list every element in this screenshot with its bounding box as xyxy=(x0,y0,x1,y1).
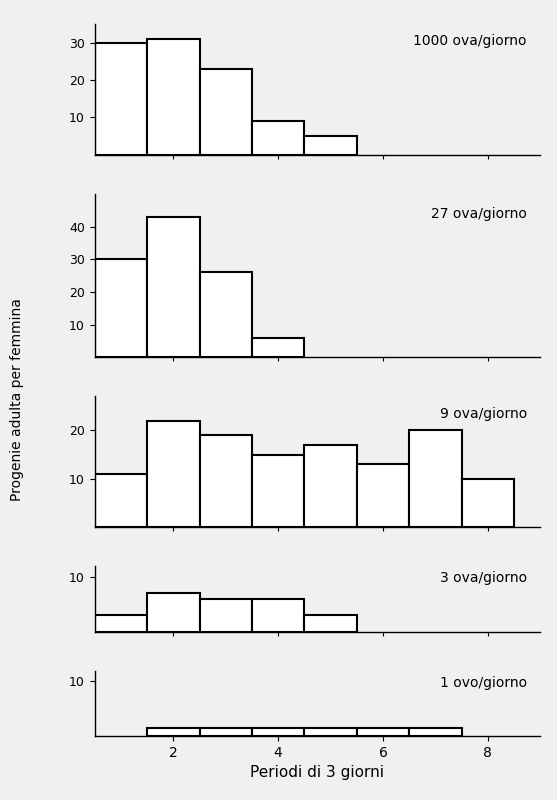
Bar xyxy=(357,728,409,736)
Bar xyxy=(304,615,357,632)
Text: Progenie adulta per femmina: Progenie adulta per femmina xyxy=(9,298,24,502)
Bar xyxy=(147,421,199,527)
Bar xyxy=(252,122,304,155)
Bar xyxy=(199,599,252,632)
Bar xyxy=(357,464,409,527)
Bar xyxy=(199,272,252,358)
Bar xyxy=(252,338,304,358)
Text: 1 ovo/giorno: 1 ovo/giorno xyxy=(440,676,527,690)
Text: 1000 ova/giorno: 1000 ova/giorno xyxy=(413,34,527,49)
Bar xyxy=(95,259,147,358)
Bar xyxy=(199,728,252,736)
Bar xyxy=(409,728,462,736)
Bar xyxy=(304,728,357,736)
Bar xyxy=(95,474,147,527)
Bar xyxy=(252,599,304,632)
Bar xyxy=(147,594,199,632)
Bar xyxy=(199,69,252,155)
Bar xyxy=(252,728,304,736)
Bar xyxy=(409,430,462,527)
Bar xyxy=(147,39,199,155)
Bar xyxy=(252,454,304,527)
X-axis label: Periodi di 3 giorni: Periodi di 3 giorni xyxy=(251,766,384,780)
Text: 3 ova/giorno: 3 ova/giorno xyxy=(440,571,527,586)
Bar xyxy=(199,435,252,527)
Bar xyxy=(95,42,147,155)
Bar xyxy=(147,728,199,736)
Text: 27 ova/giorno: 27 ova/giorno xyxy=(431,207,527,221)
Bar xyxy=(147,217,199,358)
Text: 9 ova/giorno: 9 ova/giorno xyxy=(439,407,527,421)
Bar xyxy=(95,615,147,632)
Bar xyxy=(304,136,357,155)
Bar xyxy=(304,445,357,527)
Bar xyxy=(462,478,514,527)
